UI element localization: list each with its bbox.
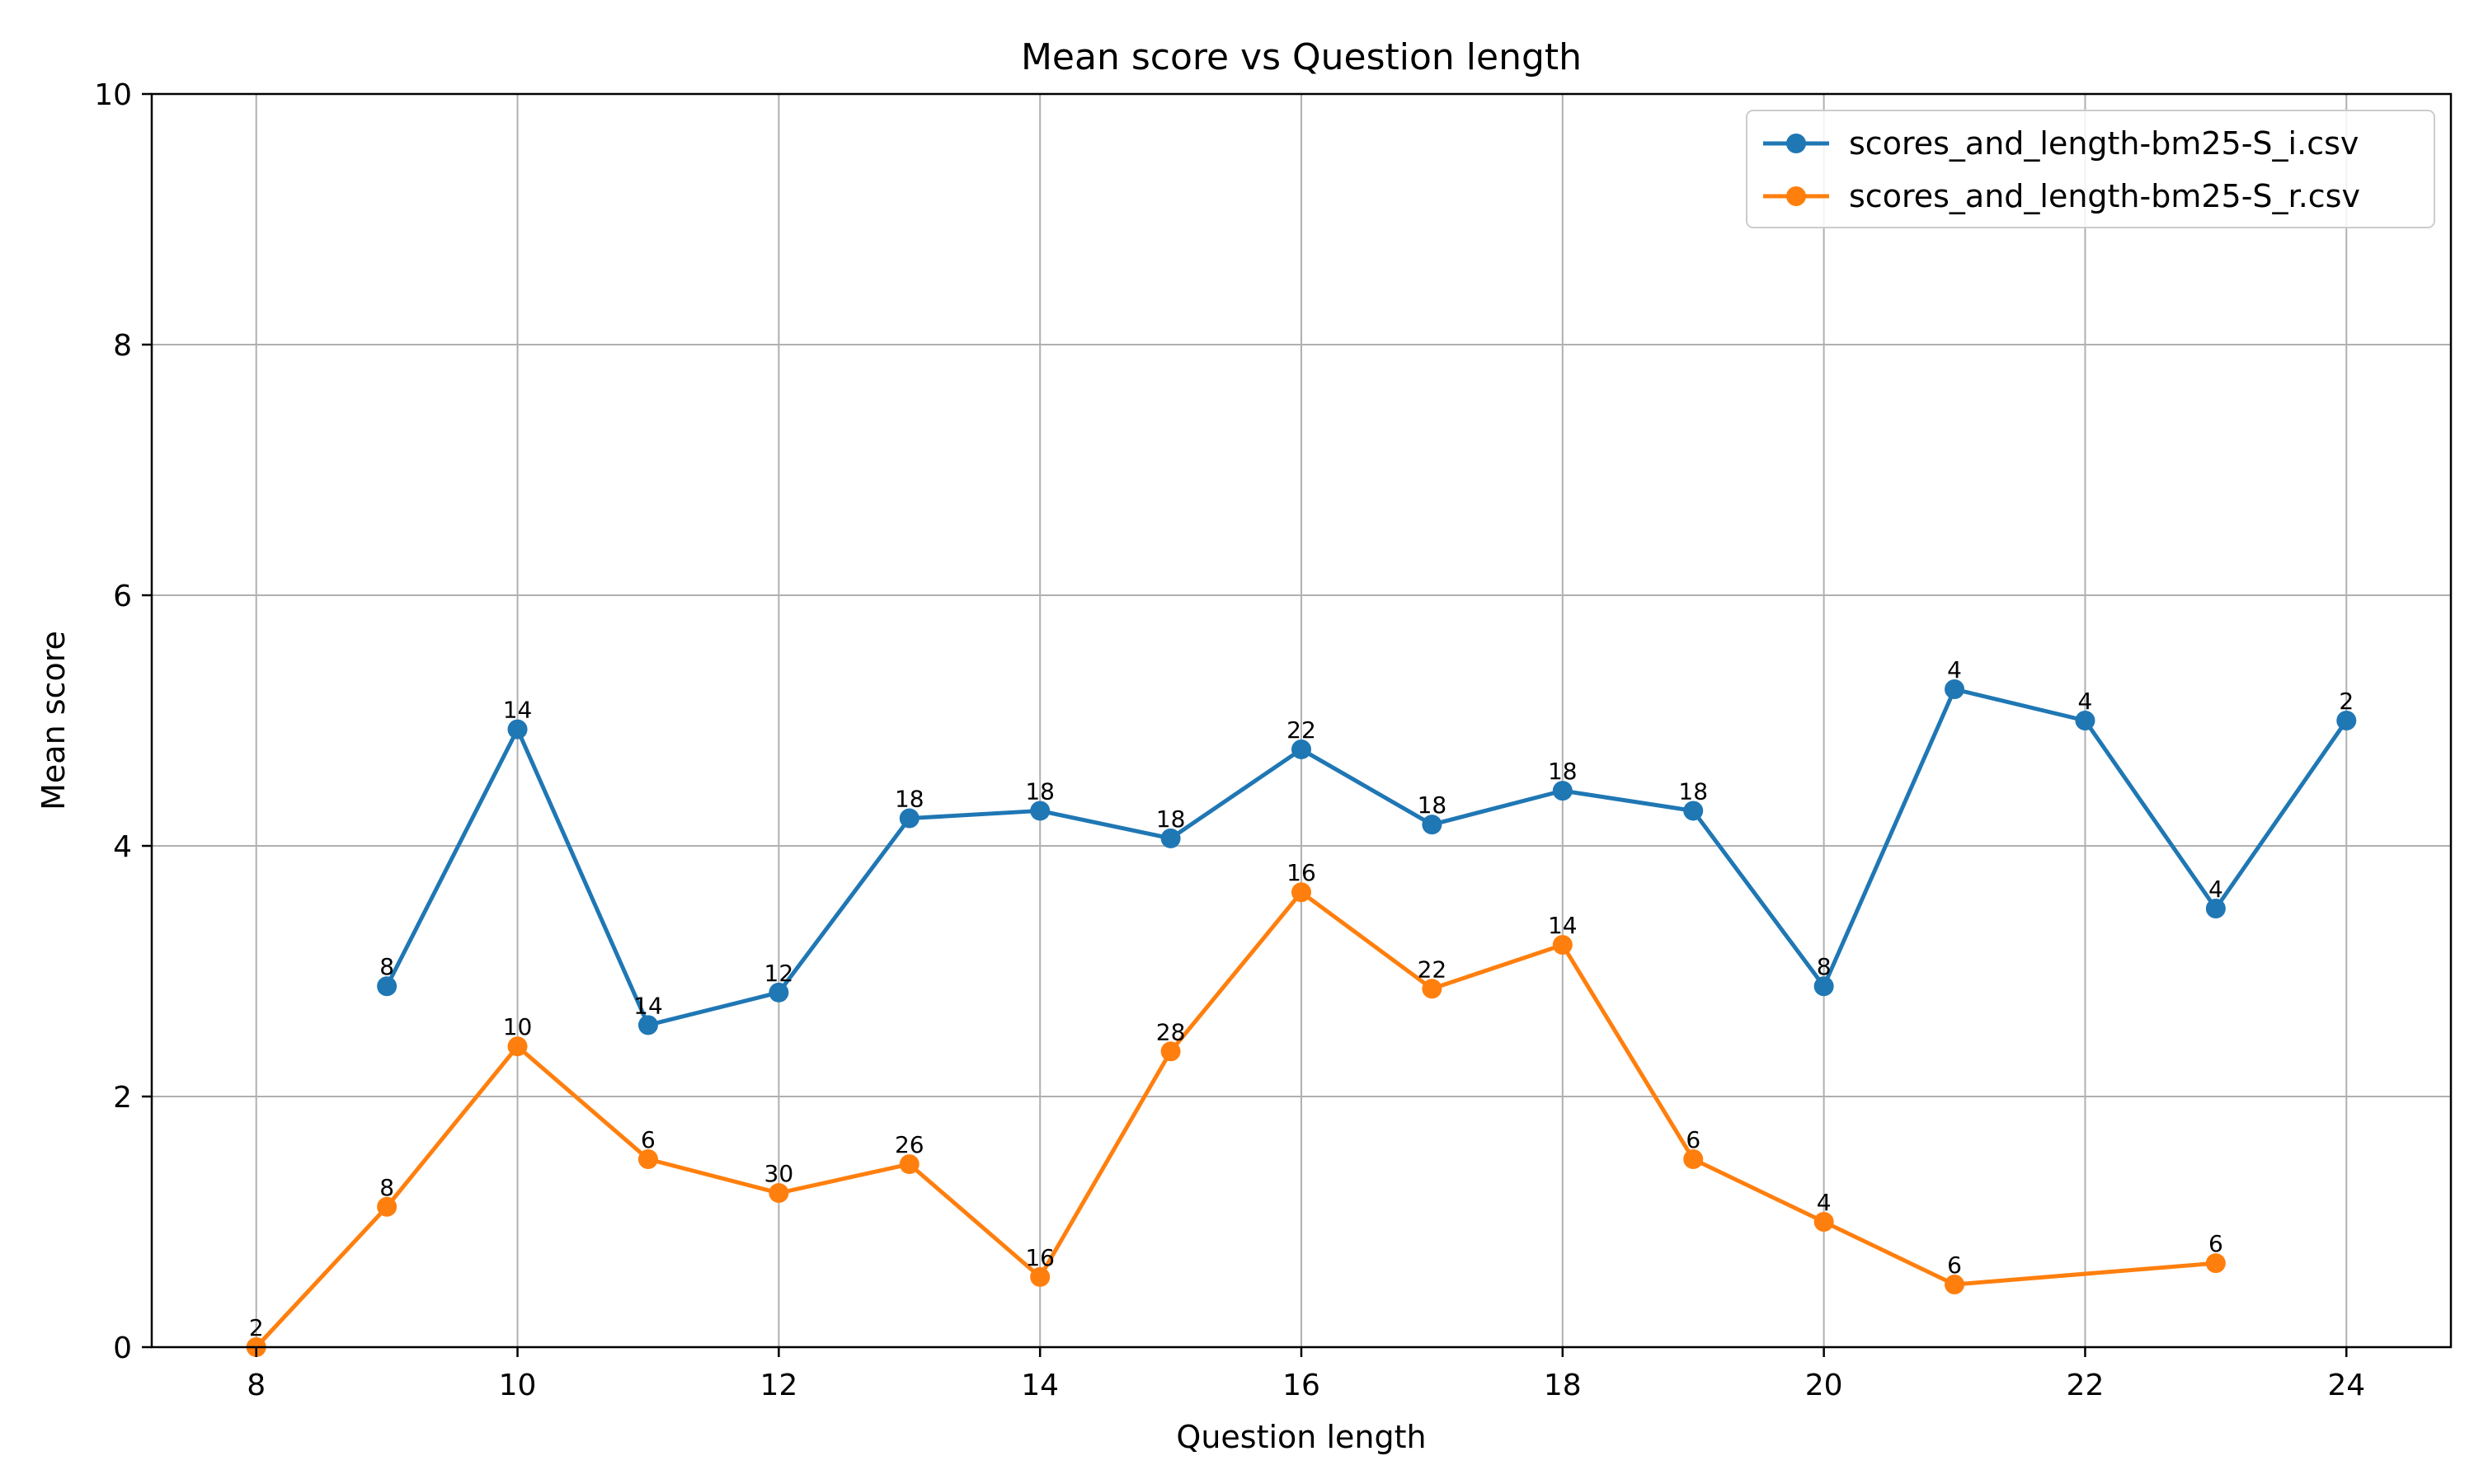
data-label: 18 — [1156, 805, 1186, 833]
data-label: 6 — [641, 1126, 656, 1153]
series-1: 8 14 14 12 18 18 18 22 18 18 18 8 4 4 4 2 — [377, 656, 2357, 1036]
data-point — [507, 719, 528, 740]
legend-label: scores_and_length-bm25-S_r.csv — [1849, 178, 2360, 214]
data-label: 18 — [1418, 791, 1447, 819]
data-label: 18 — [1025, 777, 1055, 805]
data-point — [1683, 801, 1704, 821]
data-point — [1683, 1149, 1704, 1169]
legend-item-1: scores_and_length-bm25-S_i.csv — [1763, 125, 2359, 162]
data-point — [899, 808, 920, 829]
y-axis-label: Mean score — [35, 631, 72, 810]
chart-title: Mean score vs Question length — [1021, 36, 1582, 78]
data-label: 10 — [503, 1013, 533, 1040]
data-label: 16 — [1025, 1244, 1055, 1271]
data-label: 4 — [2078, 688, 2093, 715]
data-point — [1552, 935, 1573, 956]
x-tick-label: 22 — [2067, 1369, 2105, 1402]
data-point — [2205, 1253, 2226, 1274]
data-point — [1945, 679, 1965, 699]
x-tick-label: 14 — [1021, 1369, 1059, 1402]
data-point — [1813, 976, 1834, 997]
data-label: 6 — [1947, 1252, 1962, 1279]
legend-frame — [1746, 110, 2435, 228]
data-label: 14 — [503, 697, 533, 724]
series-line — [254, 890, 2217, 1349]
data-point — [2075, 711, 2095, 730]
data-point — [1291, 882, 1311, 903]
data-point — [377, 976, 397, 997]
legend-swatch-marker — [1786, 134, 1806, 153]
y-tick-label: 6 — [113, 580, 132, 613]
y-tick-label: 8 — [113, 329, 132, 363]
x-tick-label: 8 — [247, 1369, 266, 1402]
data-label: 22 — [1418, 956, 1447, 983]
data-point — [1160, 828, 1181, 848]
data-label: 18 — [1548, 758, 1578, 785]
data-label: 26 — [895, 1131, 924, 1158]
data-label: 2 — [2339, 688, 2354, 715]
x-tick-label: 10 — [499, 1369, 537, 1402]
data-label: 4 — [2208, 876, 2223, 903]
legend: scores_and_length-bm25-S_i.csv scores_and… — [1746, 110, 2435, 228]
legend-swatch-marker — [1786, 186, 1806, 206]
data-label: 22 — [1286, 716, 1316, 744]
data-label: 2 — [249, 1314, 264, 1341]
data-label: 4 — [1817, 1189, 1832, 1216]
data-point — [637, 1015, 658, 1036]
x-tick-label: 16 — [1282, 1369, 1320, 1402]
y-tick-label: 4 — [113, 830, 132, 864]
data-label: 12 — [764, 960, 794, 987]
data-point — [1291, 739, 1311, 759]
y-tick-label: 2 — [113, 1081, 132, 1115]
data-label: 8 — [379, 1174, 394, 1201]
data-point — [1030, 801, 1051, 821]
legend-item-2: scores_and_length-bm25-S_r.csv — [1763, 178, 2360, 214]
data-point — [769, 1183, 789, 1204]
data-point — [1552, 781, 1573, 801]
data-label: 4 — [1947, 656, 1962, 683]
x-axis-label: Question length — [1176, 1419, 1426, 1455]
y-tick-label: 0 — [113, 1331, 132, 1365]
data-point — [1160, 1041, 1181, 1062]
data-label: 28 — [1156, 1018, 1186, 1045]
x-tick-label: 20 — [1805, 1369, 1843, 1402]
series-line — [384, 687, 2349, 1027]
data-point — [377, 1196, 397, 1217]
data-point — [1422, 815, 1442, 835]
y-tick-label: 10 — [94, 78, 132, 112]
data-label: 16 — [1286, 859, 1316, 886]
data-label: 8 — [1817, 953, 1832, 980]
data-point — [1030, 1266, 1051, 1287]
data-point — [2205, 899, 2226, 918]
x-tick-label: 12 — [760, 1369, 797, 1402]
data-label: 6 — [1686, 1126, 1700, 1153]
data-label: 14 — [1548, 912, 1578, 939]
data-label: 6 — [2208, 1230, 2223, 1257]
data-point — [2336, 711, 2357, 730]
data-point — [769, 982, 789, 1003]
legend-label: scores_and_length-bm25-S_i.csv — [1849, 125, 2359, 162]
data-label: 30 — [764, 1160, 794, 1187]
x-tick-label: 18 — [1544, 1369, 1582, 1402]
data-label: 14 — [633, 992, 663, 1019]
data-point — [507, 1036, 528, 1057]
data-point — [1422, 979, 1442, 999]
data-point — [637, 1149, 658, 1169]
data-point — [1813, 1212, 1834, 1232]
data-label: 18 — [1678, 777, 1708, 805]
x-tick-label: 24 — [2327, 1369, 2365, 1402]
data-point — [899, 1154, 920, 1175]
data-point — [1945, 1275, 1965, 1294]
data-label: 8 — [379, 953, 394, 980]
data-label: 18 — [895, 786, 924, 813]
